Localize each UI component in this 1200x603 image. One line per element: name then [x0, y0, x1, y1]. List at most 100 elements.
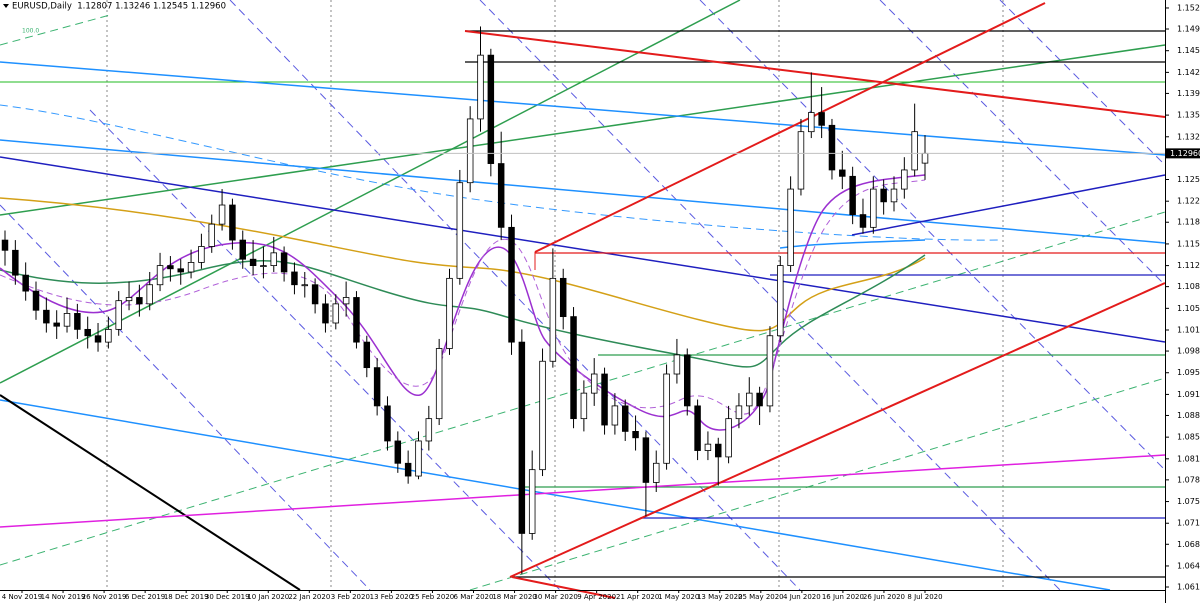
candle-body — [777, 265, 784, 337]
candle-body — [497, 163, 505, 228]
x-tick-label: 10 Jan 2020 — [247, 593, 289, 601]
trend-line — [0, 139, 1166, 244]
y-tick-label: 1.08510 — [1177, 433, 1200, 442]
candle-body — [291, 271, 298, 286]
y-tick-label: 1.06160 — [1177, 583, 1200, 592]
x-tick-label: 13 May 2020 — [697, 593, 743, 601]
trend-line — [464, 30, 1166, 118]
dashed-line — [0, 204, 371, 591]
x-tick-label: 25 May 2020 — [738, 593, 784, 601]
dashed-line — [879, 0, 1166, 286]
candle-body — [539, 360, 546, 471]
candle-body — [63, 313, 71, 327]
candle-body — [167, 265, 174, 270]
candle-body — [808, 112, 815, 133]
last-price-box — [1166, 148, 1200, 159]
y-tick-label: 1.09860 — [1177, 347, 1200, 356]
trend-line — [0, 0, 741, 384]
candle-body — [735, 405, 743, 420]
ma-purple — [0, 174, 926, 431]
candle-body — [229, 204, 236, 241]
candle-body — [466, 118, 474, 184]
candle-body — [136, 297, 143, 305]
trend-line — [534, 2, 1046, 253]
candle-body — [280, 252, 288, 273]
trend-line — [0, 454, 1166, 528]
candle-body — [901, 169, 908, 190]
x-tick-label: 14 Nov 2019 — [41, 593, 86, 601]
ma-dashed — [0, 179, 926, 415]
y-tick-label: 1.10870 — [1177, 282, 1200, 291]
candles — [1, 26, 929, 575]
dashed-line — [0, 211, 1166, 566]
candle-body — [342, 297, 350, 305]
x-tick-label: 9 Apr 2020 — [577, 593, 616, 601]
x-tick-label: 21 Apr 2020 — [616, 593, 659, 601]
y-tick-label: 1.07500 — [1177, 497, 1200, 506]
candle-body — [684, 354, 691, 407]
x-tick-label: 1 May 2020 — [658, 593, 699, 601]
candle-body — [12, 249, 19, 276]
candle-body — [22, 274, 29, 292]
candle-body — [156, 265, 164, 286]
candle-body — [146, 284, 153, 305]
candle-body — [921, 152, 929, 164]
candle-body — [518, 341, 526, 534]
y-tick-label: 1.06490 — [1177, 561, 1200, 570]
candle-body — [859, 214, 867, 228]
candle-body — [508, 226, 515, 343]
y-tick-label: 1.08850 — [1177, 411, 1200, 420]
x-tick-label: 13 Feb 2020 — [370, 593, 414, 601]
candle-body — [208, 223, 215, 247]
x-tick-label: 18 Dec 2019 — [164, 593, 209, 601]
candle-body — [115, 300, 122, 330]
candle-body — [890, 188, 898, 203]
x-tick-label: 18 Mar 2020 — [492, 593, 536, 601]
candle-body — [94, 335, 102, 343]
y-tick-label: 1.11540 — [1177, 239, 1200, 248]
candle-body — [663, 373, 670, 464]
candle-body — [332, 303, 340, 324]
candle-body — [446, 277, 453, 349]
dashed-line — [229, 0, 801, 591]
x-tick-label: 26 Nov 2019 — [82, 593, 127, 601]
trend-line — [0, 156, 1166, 343]
dashed-line — [0, 14, 111, 46]
candle-body — [570, 316, 577, 420]
candle-body — [580, 392, 588, 420]
y-tick-label: 1.15240 — [1177, 3, 1200, 12]
candle-body — [839, 169, 846, 177]
candle-body — [74, 313, 81, 330]
y-tick-label: 1.13560 — [1177, 111, 1200, 120]
candle-body — [425, 418, 433, 442]
candle-body — [394, 440, 402, 464]
candle-body — [435, 348, 443, 420]
x-tick-label: 16 Jun 2020 — [822, 593, 864, 601]
candle-body — [756, 392, 763, 407]
candle-body — [652, 462, 660, 483]
chart-title: EURUSD,Daily 1.12807 1.13246 1.12545 1.1… — [12, 2, 226, 12]
candle-body — [632, 431, 639, 439]
candle-body — [487, 54, 495, 164]
y-tick-label: 1.13900 — [1177, 89, 1200, 98]
candle-body — [1, 239, 9, 251]
y-tick-label: 1.07840 — [1177, 475, 1200, 484]
trend-line — [0, 399, 1111, 591]
candle-body — [249, 258, 257, 267]
axes: 1.15240 1.14910 1.14570 1.14230 1.13900 1.135… — [0, 3, 1200, 601]
y-tick-label: 1.11880 — [1177, 218, 1200, 227]
candle-body — [642, 437, 650, 483]
candle-body — [694, 405, 701, 451]
candle-body — [301, 284, 309, 287]
y-tick-label: 1.09520 — [1177, 368, 1200, 377]
candle-body — [528, 469, 536, 534]
drawings — [0, 0, 1166, 599]
candle-body — [84, 328, 91, 337]
candle-body — [818, 112, 825, 126]
candle-body — [911, 131, 918, 171]
x-tick-label: 6 Dec 2019 — [125, 593, 165, 601]
dashed-line — [699, 0, 1166, 471]
fib-label: 100.0 — [22, 28, 39, 35]
x-tick-label: 22 Jan 2020 — [288, 593, 330, 601]
